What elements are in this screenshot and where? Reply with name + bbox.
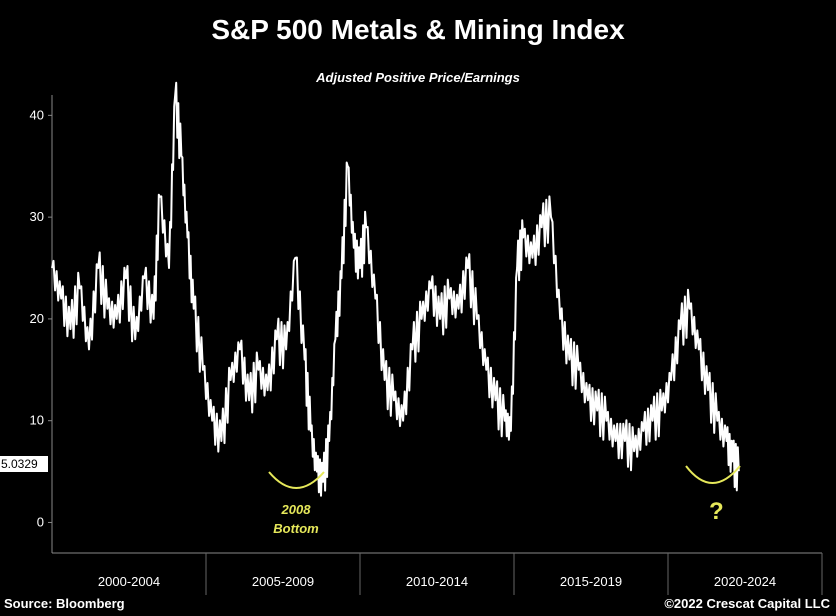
- chart-title: S&P 500 Metals & Mining Index: [211, 14, 625, 45]
- x-group-label: 2005-2009: [252, 574, 314, 589]
- series-layer: [51, 81, 740, 497]
- source-note: Source: Bloomberg: [4, 596, 125, 611]
- y-tick-label: 10: [30, 413, 44, 428]
- y-tick-label: 0: [37, 514, 44, 529]
- chart-subtitle: Adjusted Positive Price/Earnings: [316, 70, 520, 85]
- y-tick-label: 20: [30, 311, 44, 326]
- annotation-2008-bottom: 2008 Bottom: [266, 500, 326, 538]
- smile-latest: [685, 465, 741, 484]
- y-tick-label: 30: [30, 209, 44, 224]
- x-group-label: 2000-2004: [98, 574, 160, 589]
- copyright-note: ©2022 Crescat Capital LLC: [664, 596, 830, 611]
- x-group-label: 2020-2024: [714, 574, 776, 589]
- x-group-label: 2010-2014: [406, 574, 468, 589]
- smile-2008: [268, 471, 325, 489]
- annotation-question-mark: ?: [709, 498, 724, 525]
- last-value-label: 5.0329: [0, 456, 48, 472]
- x-group-label: 2015-2019: [560, 574, 622, 589]
- annotation-2008-line1: 2008: [281, 502, 311, 517]
- bottom-markers: [268, 465, 741, 489]
- annotation-2008-line2: Bottom: [273, 521, 319, 536]
- y-axis: 0 10 20 30 40: [30, 95, 53, 553]
- x-axis: 2000-2004 2005-2009 2010-2014 2015-2019 2020…: [52, 552, 823, 595]
- y-tick-label: 40: [30, 107, 44, 122]
- series-line: [51, 81, 740, 497]
